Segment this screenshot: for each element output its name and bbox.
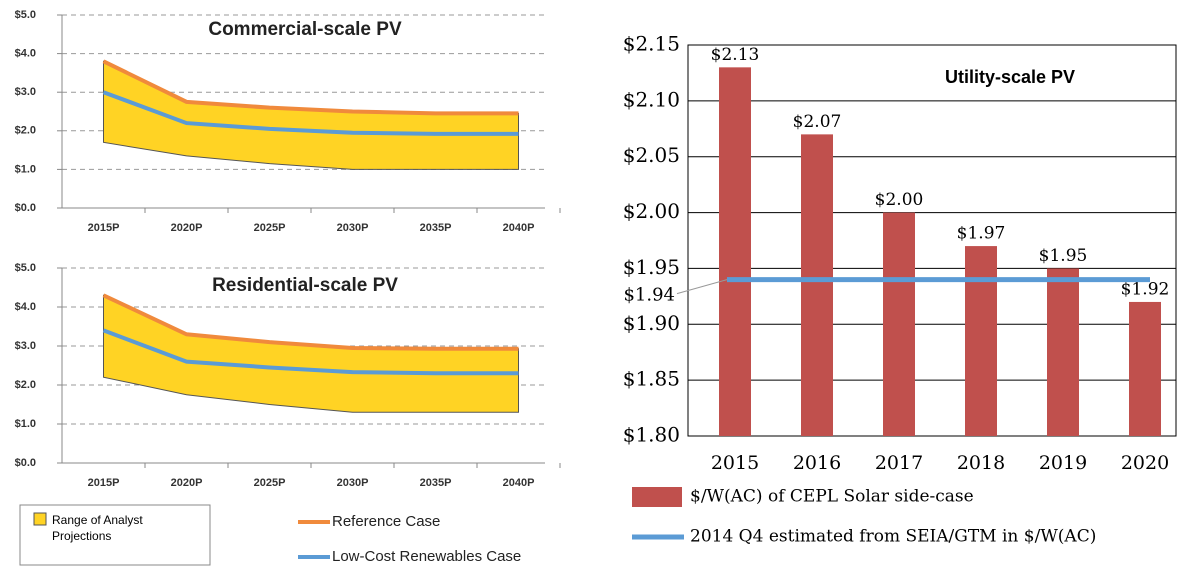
annotation-leader <box>676 279 728 295</box>
y-tick-label: $1.0 <box>15 418 36 430</box>
x-tick-label: 2019 <box>1039 452 1087 474</box>
chart-title: Commercial-scale PV <box>208 19 402 40</box>
x-tick-label: 2020 <box>1121 452 1169 474</box>
y-tick-label: $0.0 <box>15 457 36 469</box>
y-tick-label: $1.90 <box>623 311 680 335</box>
data-label: $2.13 <box>711 45 760 65</box>
y-tick-label: $2.05 <box>623 143 680 167</box>
legend-label: Range of Analyst Projections <box>52 513 143 543</box>
bar <box>965 246 997 436</box>
x-tick-label: 2030P <box>337 477 369 489</box>
x-tick-label: 2015P <box>88 222 120 234</box>
y-tick-label: $1.0 <box>15 163 36 175</box>
y-tick-label: $5.0 <box>15 262 36 274</box>
legend-label: 2014 Q4 estimated from SEIA/GTM in $/W(A… <box>690 527 1096 547</box>
data-label: $1.95 <box>1039 246 1088 266</box>
legend-label: $/W(AC) of CEPL Solar side-case <box>690 487 974 507</box>
data-label: $2.00 <box>875 190 924 210</box>
bar <box>1047 268 1079 436</box>
data-label: $1.97 <box>957 224 1006 244</box>
plot-frame <box>687 44 1177 437</box>
y-tick-label: $3.0 <box>15 86 36 98</box>
y-tick-label: $2.0 <box>15 125 36 137</box>
data-label: $1.92 <box>1121 279 1170 299</box>
y-tick-label: $3.0 <box>15 340 36 352</box>
y-tick-label: $2.0 <box>15 379 36 391</box>
chart-title: Residential-scale PV <box>212 275 398 296</box>
bar <box>801 134 833 436</box>
x-tick-label: 2025P <box>254 222 286 234</box>
bar <box>719 67 751 436</box>
y-tick-label: $2.15 <box>623 32 680 56</box>
x-tick-label: 2018 <box>957 452 1005 474</box>
x-tick-label: 2035P <box>420 222 452 234</box>
legend-swatch <box>632 487 682 507</box>
x-tick-label: 2030P <box>337 222 369 234</box>
annotation: $1.94 <box>623 285 675 306</box>
legend-box <box>19 504 211 566</box>
y-tick-label: $1.95 <box>623 255 680 279</box>
x-tick-label: 2015 <box>711 452 759 474</box>
chart-title: Utility-scale PV <box>945 67 1075 87</box>
x-tick-label: 2020P <box>171 222 203 234</box>
y-tick-label: $2.10 <box>623 87 680 111</box>
legend-label: Reference Case <box>332 513 440 530</box>
series-line <box>102 293 519 351</box>
x-tick-label: 2015P <box>88 477 120 489</box>
series-line <box>102 59 519 116</box>
data-label: $2.07 <box>793 112 842 132</box>
legend-label: Low-Cost Renewables Case <box>332 548 521 565</box>
bar <box>1129 301 1161 436</box>
series-line <box>102 328 519 376</box>
bar <box>883 212 915 436</box>
y-tick-label: $1.80 <box>623 423 680 447</box>
x-tick-label: 2025P <box>254 477 286 489</box>
x-tick-label: 2017 <box>875 452 923 474</box>
x-tick-label: 2040P <box>503 477 535 489</box>
y-tick-label: $0.0 <box>15 202 36 214</box>
y-tick-label: $5.0 <box>15 9 36 21</box>
x-tick-label: 2035P <box>420 477 452 489</box>
legend-swatch <box>33 512 47 526</box>
y-tick-label: $4.0 <box>15 48 36 60</box>
x-tick-label: 2016 <box>793 452 841 474</box>
series-line <box>102 90 519 136</box>
x-tick-label: 2020P <box>171 477 203 489</box>
x-tick-label: 2040P <box>503 222 535 234</box>
y-tick-label: $1.85 <box>623 367 680 391</box>
y-tick-label: $2.00 <box>623 199 680 223</box>
y-tick-label: $4.0 <box>15 301 36 313</box>
